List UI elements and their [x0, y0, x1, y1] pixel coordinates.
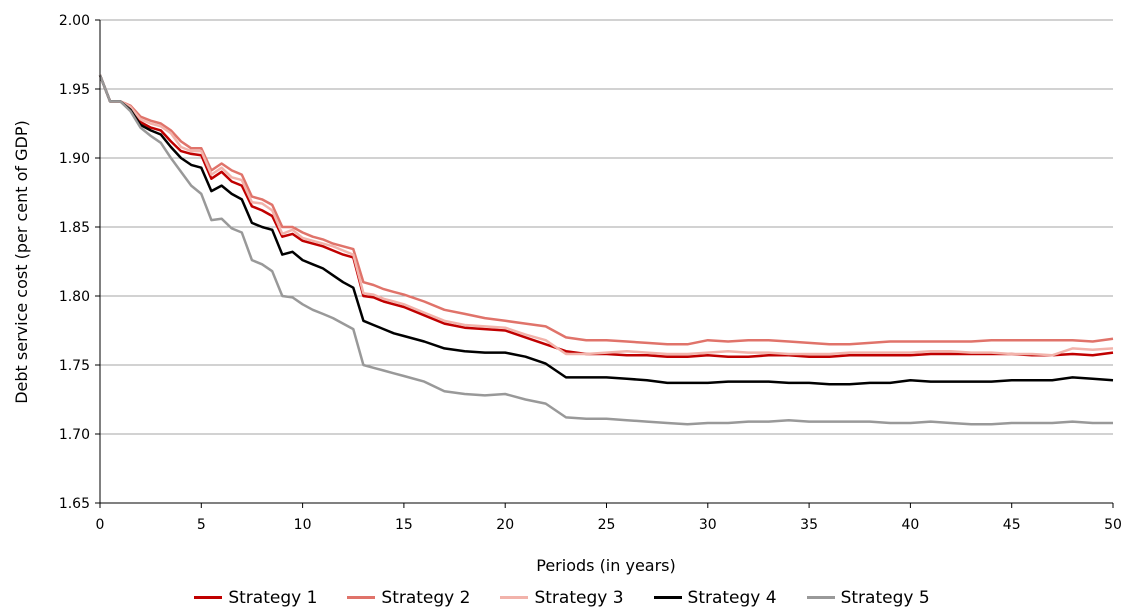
series-line-strategy-5 [98, 74, 1113, 426]
legend-item-strategy-5: Strategy 5 [806, 587, 930, 608]
legend-label: Strategy 1 [228, 587, 318, 608]
y-tick-label: 1.70 [59, 427, 90, 443]
gridlines [95, 19, 1114, 508]
legend-swatch [653, 596, 682, 599]
legend-label: Strategy 3 [534, 587, 624, 608]
legend-label: Strategy 4 [687, 587, 777, 608]
y-axis-title: Debt service cost (per cent of GDP) [12, 120, 31, 404]
legend-swatch [347, 596, 376, 599]
x-tick-label: 15 [395, 517, 413, 533]
x-tick-label: 25 [598, 517, 616, 533]
x-tick-label: 0 [96, 517, 105, 533]
x-tick-labels: 0 5 10 15 20 25 30 35 40 45 50 [96, 517, 1122, 533]
legend-label: Strategy 5 [840, 587, 930, 608]
legend-swatch [500, 596, 529, 599]
x-tick-label: 45 [1003, 517, 1021, 533]
y-tick-label: 1.90 [59, 151, 90, 167]
x-tick-label: 20 [496, 517, 514, 533]
y-tick-label: 1.85 [59, 220, 90, 236]
legend-item-strategy-1: Strategy 1 [194, 588, 317, 608]
x-tick-label: 10 [294, 517, 312, 533]
x-tick-label: 35 [800, 517, 818, 533]
legend-item-strategy-4: Strategy 4 [653, 587, 777, 608]
legend: Strategy 1 Strategy 2 Strategy 3 Strategy 4… [0, 585, 1124, 610]
series-lines [98, 74, 1114, 426]
x-tick-label: 30 [699, 517, 717, 533]
y-tick-labels: 1.65 1.70 1.75 1.80 1.85 1.90 1.95 2.00 [59, 13, 90, 512]
series-line-strategy-2 [98, 74, 1114, 346]
legend-swatch [806, 596, 835, 599]
axes [99, 20, 1113, 504]
legend-swatch [194, 596, 223, 599]
y-tick-label: 1.65 [59, 496, 90, 512]
y-tick-label: 1.95 [59, 82, 90, 98]
x-axis-title: Periods (in years) [536, 556, 676, 575]
legend-label: Strategy 2 [381, 587, 471, 608]
y-tick-label: 1.80 [59, 289, 90, 305]
y-tick-label: 1.75 [59, 358, 90, 374]
series-line-strategy-4 [98, 74, 1114, 386]
series-line-strategy-3 [98, 74, 1114, 357]
legend-item-strategy-2: Strategy 2 [347, 588, 470, 608]
x-tick-label: 50 [1104, 517, 1122, 533]
series-line-strategy-1 [98, 74, 1114, 358]
y-tick-label: 2.00 [59, 13, 90, 29]
line-chart: 0 5 10 15 20 25 30 35 40 45 50 1.65 1.70 1.75 1.80 1.8… [12, 13, 1122, 575]
x-tick-label: 40 [901, 517, 919, 533]
x-tick-label: 5 [197, 517, 206, 533]
legend-item-strategy-3: Strategy 3 [500, 587, 624, 608]
